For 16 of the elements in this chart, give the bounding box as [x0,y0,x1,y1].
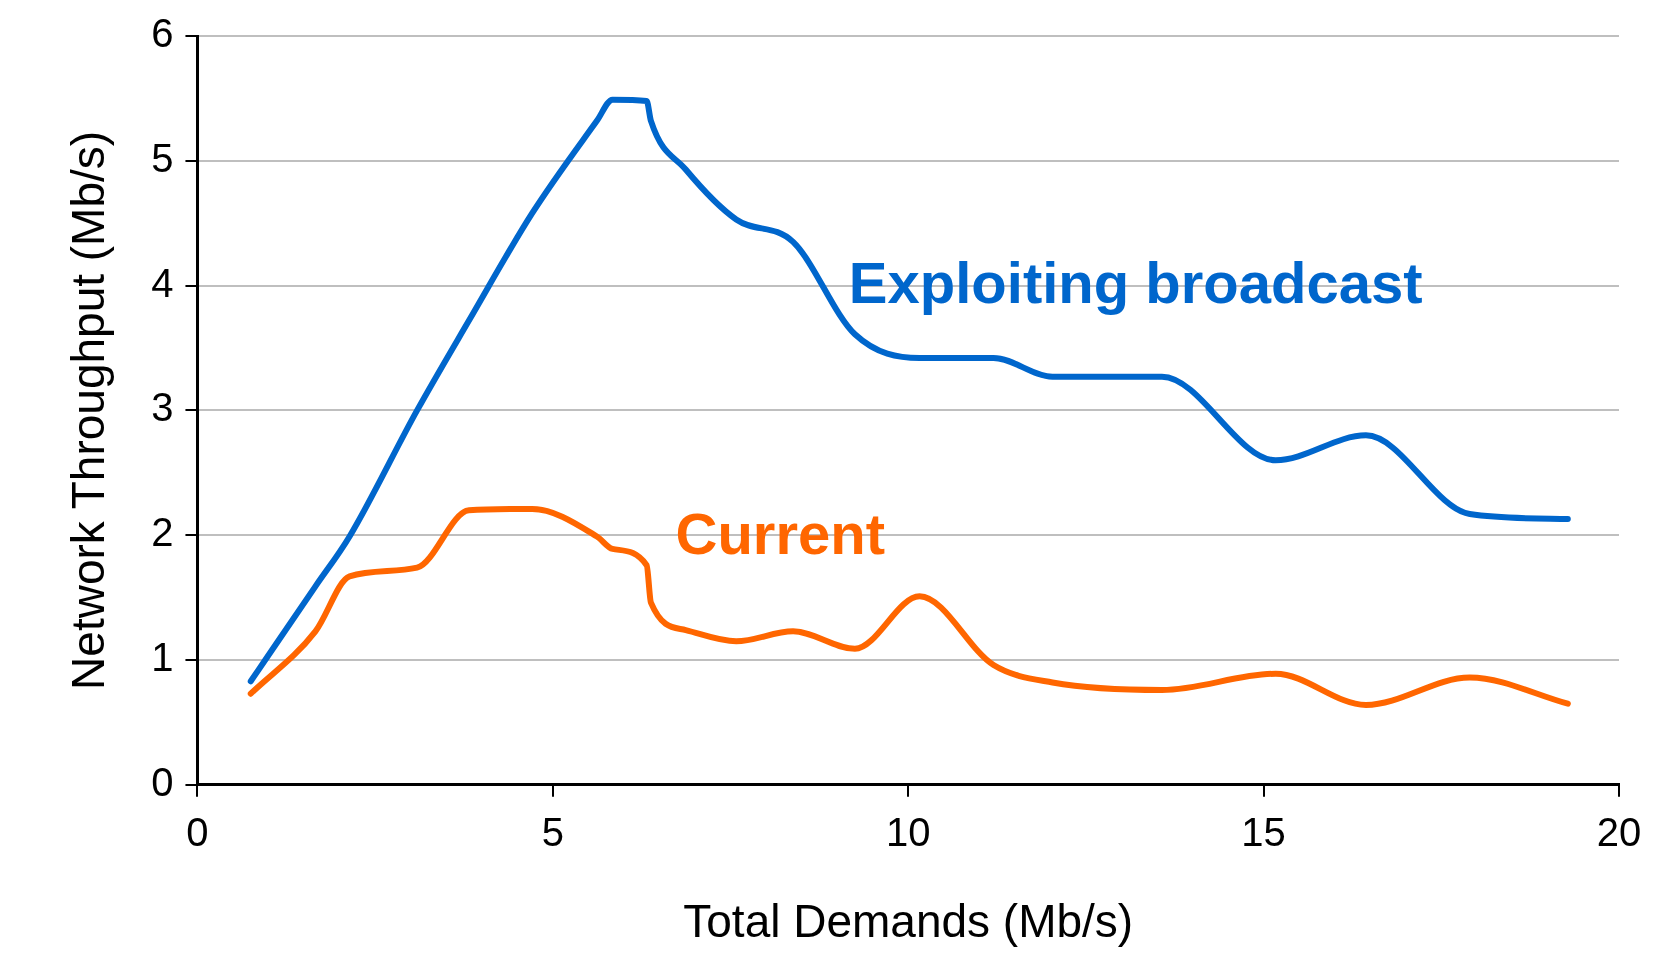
series-label: Current [675,500,886,566]
y-tick-label: 6 [151,11,174,56]
x-tick-label: 20 [1596,809,1642,854]
y-tick-label: 4 [151,260,174,305]
x-tick-label: 0 [186,809,209,854]
x-tick-label: 15 [1241,809,1286,854]
y-axis-title: Network Throughput (Mb/s) [62,130,115,690]
series-label: Exploiting broadcast [848,249,1423,315]
y-tick-label: 0 [151,759,174,804]
x-axis-title: Total Demands (Mb/s) [683,895,1134,948]
x-tick-label: 10 [885,809,931,854]
x-tick-label: 5 [541,809,564,854]
y-tick-label: 2 [151,510,174,555]
y-tick-label: 3 [151,385,174,430]
y-tick-label: 1 [151,635,174,680]
y-tick-label: 5 [151,135,174,180]
